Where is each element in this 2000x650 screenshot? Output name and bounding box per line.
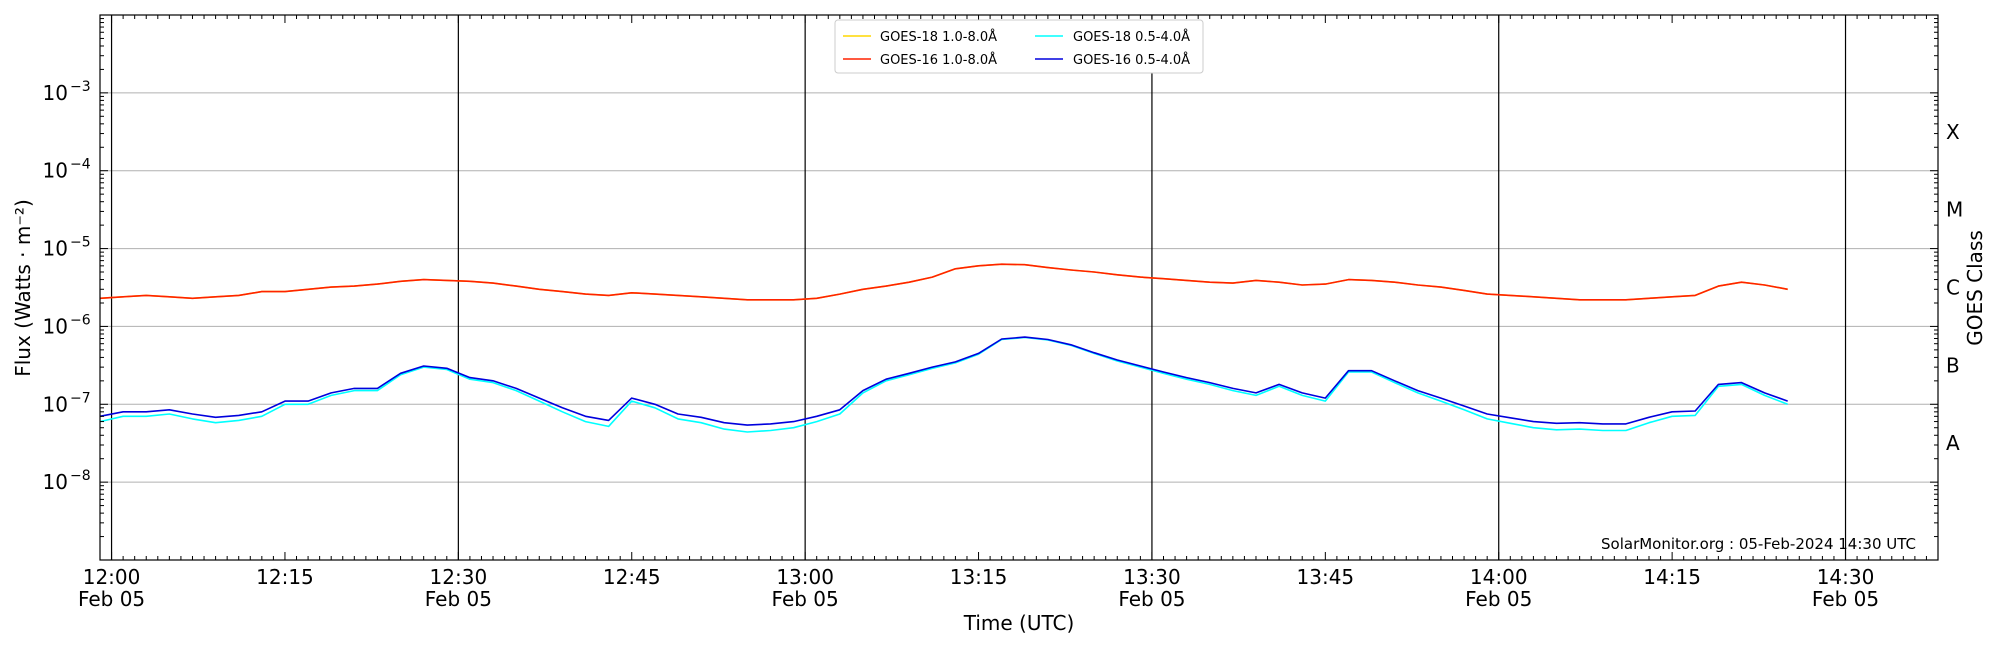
x-tick-date-2: Feb 05 xyxy=(425,587,492,611)
y-tick-label-0: 10 xyxy=(43,470,68,494)
x-tick-date-6: Feb 05 xyxy=(1118,587,1185,611)
x-tick-label-8: 14:00 xyxy=(1470,565,1528,589)
x-tick-label-7: 13:45 xyxy=(1297,565,1355,589)
x-tick-label-5: 13:15 xyxy=(950,565,1008,589)
y-tick-exponent-3: −5 xyxy=(70,235,91,251)
y-axis-title: Flux (Watts · m⁻²) xyxy=(11,199,35,377)
goes-class-a: A xyxy=(1946,431,1960,455)
legend-label-goes16-long: GOES-16 1.0-8.0Å xyxy=(880,52,997,68)
x-tick-label-0: 12:00 xyxy=(83,565,141,589)
x-axis-title: Time (UTC) xyxy=(963,611,1075,635)
goes-class-c: C xyxy=(1946,276,1960,300)
goes-class-x: X xyxy=(1946,120,1960,144)
legend-label-goes16-short: GOES-16 0.5-4.0Å xyxy=(1073,52,1190,68)
series-goes16-short xyxy=(99,336,1788,426)
credit-text: SolarMonitor.org : 05-Feb-2024 14:30 UTC xyxy=(1601,535,1916,553)
y-tick-label-1: 10 xyxy=(43,392,68,416)
y-tick-exponent-0: −8 xyxy=(70,468,91,484)
x-tick-label-10: 14:30 xyxy=(1817,565,1875,589)
x-tick-date-4: Feb 05 xyxy=(772,587,839,611)
legend: GOES-18 1.0-8.0Å GOES-16 1.0-8.0Å GOES-1… xyxy=(834,19,1204,74)
x-tick-date-8: Feb 05 xyxy=(1465,587,1532,611)
y-tick-label-3: 10 xyxy=(43,237,68,261)
y-tick-exponent-5: −3 xyxy=(70,79,91,95)
goes-class-m: M xyxy=(1946,198,1963,222)
series-lines xyxy=(99,263,1788,433)
y-tick-label-5: 10 xyxy=(43,81,68,105)
legend-label-goes18-short: GOES-18 0.5-4.0Å xyxy=(1073,29,1190,45)
series-goes16-long xyxy=(99,263,1788,301)
y-axis-ticks: 10−810−710−610−510−410−3 xyxy=(43,18,1938,561)
goes-class-b: B xyxy=(1946,353,1960,377)
x-tick-date-0: Feb 05 xyxy=(78,587,145,611)
y-tick-exponent-1: −7 xyxy=(70,390,91,406)
legend-box xyxy=(834,19,1204,74)
x-tick-label-4: 13:00 xyxy=(776,565,834,589)
right-axis-title: GOES Class xyxy=(1963,230,1987,346)
hour-markers xyxy=(110,15,1847,560)
y-tick-label-2: 10 xyxy=(43,314,68,338)
x-tick-label-1: 12:15 xyxy=(256,565,314,589)
x-tick-date-10: Feb 05 xyxy=(1812,587,1879,611)
x-tick-label-6: 13:30 xyxy=(1123,565,1181,589)
x-tick-label-9: 14:15 xyxy=(1643,565,1701,589)
series-goes18-long xyxy=(99,263,1788,301)
legend-label-goes18-long: GOES-18 1.0-8.0Å xyxy=(880,29,997,45)
x-tick-label-3: 12:45 xyxy=(603,565,661,589)
plot-frame xyxy=(99,14,1939,561)
goes-class-labels: A B C M X xyxy=(1946,120,1963,455)
y-tick-label-4: 10 xyxy=(43,159,68,183)
series-goes18-short xyxy=(99,336,1788,433)
y-tick-exponent-4: −4 xyxy=(70,157,91,173)
x-tick-label-2: 12:30 xyxy=(430,565,488,589)
y-tick-exponent-2: −6 xyxy=(70,312,91,328)
gridlines xyxy=(100,92,1938,483)
